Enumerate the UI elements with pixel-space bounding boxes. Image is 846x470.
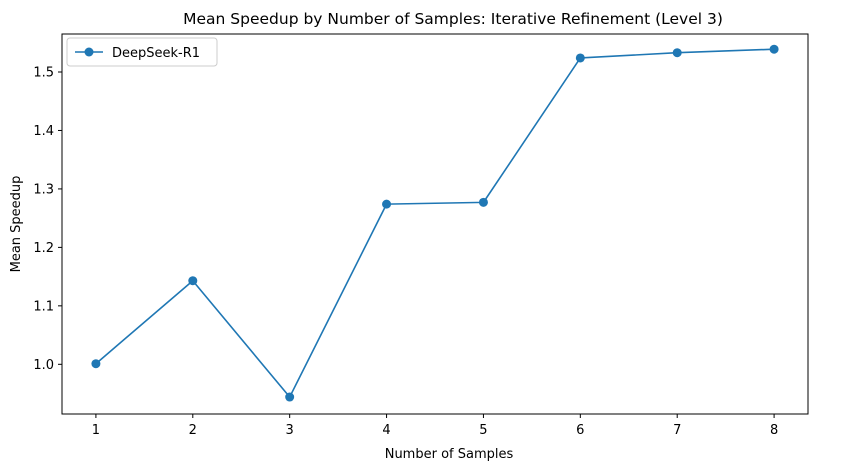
data-point <box>382 200 391 209</box>
x-tick-label: 1 <box>92 423 100 438</box>
y-tick-label: 1.1 <box>33 299 54 314</box>
y-axis: 1.0 1.1 1.2 1.3 1.4 1.5 <box>33 66 62 373</box>
series-line <box>96 49 774 397</box>
x-tick-label: 7 <box>673 423 681 438</box>
series-deepseek-r1 <box>91 45 778 402</box>
y-tick-label: 1.4 <box>33 124 54 139</box>
y-tick-label: 1.2 <box>33 241 54 256</box>
x-tick-label: 5 <box>479 423 487 438</box>
x-axis: 1 2 3 4 5 6 7 8 <box>92 414 778 438</box>
y-axis-label: Mean Speedup <box>9 176 24 273</box>
legend-marker-swatch <box>85 48 94 57</box>
data-point <box>576 53 585 62</box>
y-tick-label: 1.5 <box>33 66 54 81</box>
plot-area <box>62 34 808 414</box>
legend: DeepSeek-R1 <box>67 38 217 66</box>
data-point <box>91 359 100 368</box>
y-tick-label: 1.3 <box>33 182 54 197</box>
x-tick-label: 2 <box>189 423 197 438</box>
data-point <box>479 198 488 207</box>
data-point <box>673 48 682 57</box>
x-tick-label: 3 <box>286 423 294 438</box>
x-tick-label: 6 <box>576 423 584 438</box>
x-tick-label: 8 <box>770 423 778 438</box>
data-point <box>770 45 779 54</box>
data-point <box>285 393 294 402</box>
y-tick-label: 1.0 <box>33 358 54 373</box>
chart-title: Mean Speedup by Number of Samples: Itera… <box>183 10 723 28</box>
data-point <box>188 276 197 285</box>
x-axis-label: Number of Samples <box>385 447 514 462</box>
legend-entry-deepseek-r1: DeepSeek-R1 <box>112 46 200 61</box>
x-tick-label: 4 <box>382 423 390 438</box>
